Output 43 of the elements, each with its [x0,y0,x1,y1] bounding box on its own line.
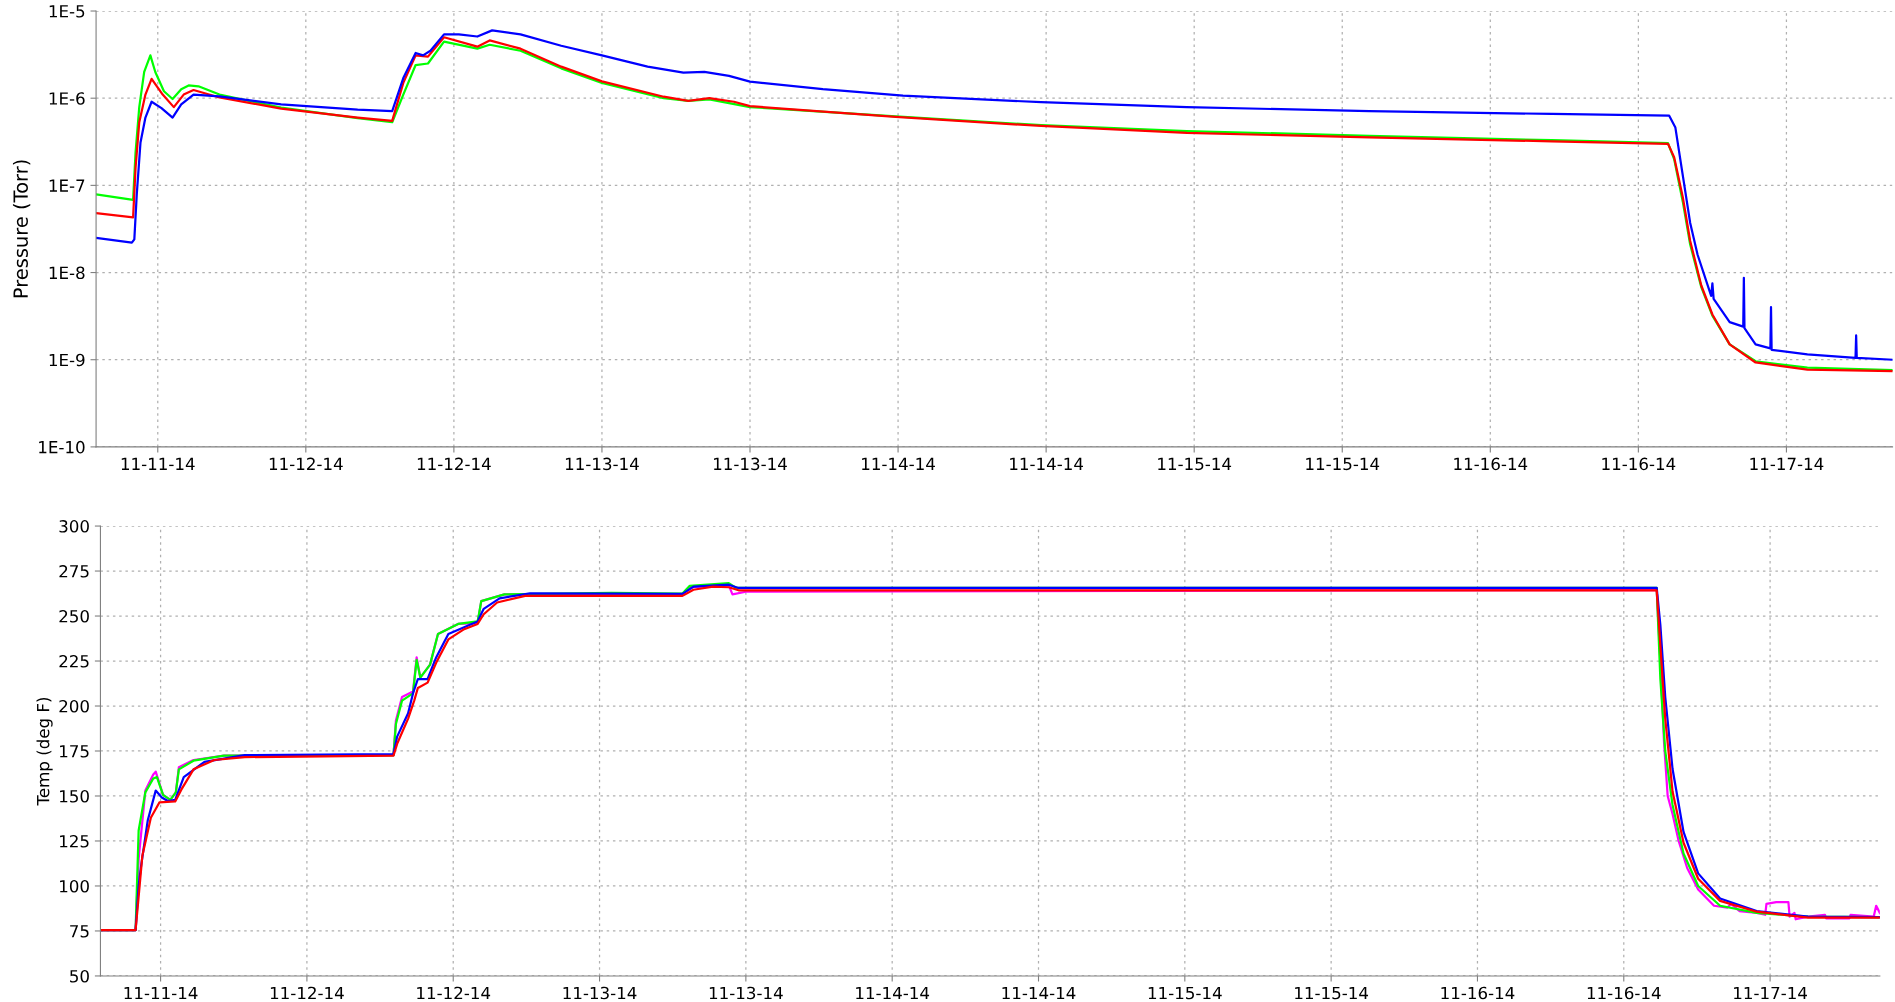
y-tick-label: 1E-9 [49,353,85,367]
x-tick-label: 11-11-14 [121,457,195,470]
x-tick-label: 11-16-14 [1587,986,1661,1000]
y-tick-label: 225 [59,654,89,668]
x-tick-label: 11-14-14 [1010,457,1084,470]
y-tick-label: 1E-5 [49,5,85,18]
x-tick-label: 11-14-14 [862,457,935,470]
x-tick-label: 11-17-14 [1734,986,1807,1000]
x-tick-label: 11-16-14 [1454,457,1528,471]
x-tick-label: 11-16-14 [1602,457,1676,471]
y-axis-title: Pressure (Torr) [12,160,31,298]
y-tick-label: 300 [59,520,89,533]
x-tick-label: 11-12-14 [417,986,491,1000]
y-tick-label: 100 [60,879,89,893]
x-tick-label: 11-11-14 [124,986,198,1000]
x-tick-label: 11-15-14 [1148,986,1222,1000]
x-tick-label: 11-13-14 [565,457,639,471]
x-tick-label: 11-13-14 [714,457,787,471]
x-tick-label: 11-16-14 [1441,986,1515,1000]
x-tick-label: 11-13-14 [563,986,637,1000]
y-axis-title: Temp (deg F) [36,697,53,806]
y-tick-label: 1E-7 [49,179,85,192]
y-tick-label: 175 [60,745,89,758]
y-tick-label: 75 [70,925,89,938]
y-tick-label: 200 [59,699,89,713]
x-tick-label: 11-14-14 [856,986,930,1000]
x-tick-label: 11-12-14 [270,986,344,1000]
y-tick-label: 50 [70,969,89,983]
y-tick-label: 1E-6 [49,92,85,105]
y-tick-label: 275 [59,565,89,578]
y-tick-label: 250 [59,609,89,623]
x-tick-label: 11-12-14 [269,457,343,470]
x-tick-label: 11-15-14 [1306,457,1380,471]
x-tick-label: 11-15-14 [1158,457,1232,471]
x-tick-label: 11-15-14 [1295,986,1369,1000]
y-tick-label: 125 [60,834,89,848]
x-tick-label: 11-17-14 [1750,457,1824,470]
x-tick-label: 11-14-14 [1002,986,1076,1000]
y-tick-label: 1E-8 [49,266,85,280]
x-tick-label: 11-13-14 [709,986,783,1000]
y-tick-label: 150 [60,789,89,803]
x-tick-label: 11-12-14 [417,457,491,470]
y-tick-label: 1E-10 [39,440,85,454]
